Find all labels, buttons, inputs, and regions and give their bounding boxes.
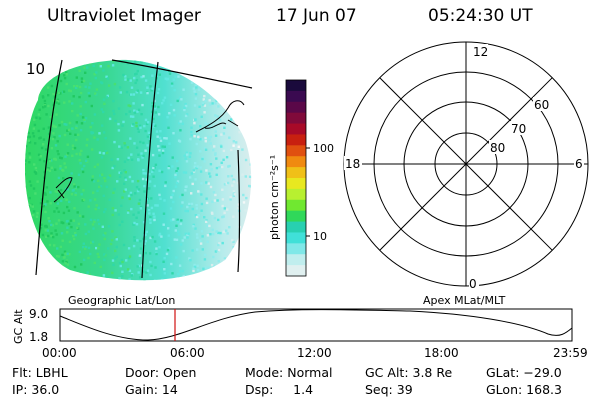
altitude-plot-frame — [59, 308, 573, 342]
altitude-ytick-bottom: 1.8 — [29, 330, 48, 344]
latitude-line — [237, 149, 241, 273]
colorbar-cell — [286, 101, 306, 114]
colorbar-cell — [286, 210, 306, 223]
status-door: Door: Open — [125, 365, 197, 380]
status-glon: GLon: 168.3 — [486, 382, 562, 397]
status-gc-alt: GC Alt: 3.8 Re — [365, 365, 453, 380]
colorbar-cell — [286, 112, 306, 125]
status-glat: GLat: −29.0 — [486, 365, 562, 380]
uv-image-texture — [25, 59, 252, 281]
colorbar-cell — [286, 90, 306, 103]
coastline — [195, 100, 245, 133]
colorbar-tick-label: 100 — [313, 142, 334, 155]
mlt-label-0: 0 — [469, 277, 477, 291]
colorbar-cell — [286, 178, 306, 190]
mlt-label-12: 12 — [473, 45, 488, 59]
altitude-xtick: 23:59 — [553, 346, 588, 360]
colorbar-scale — [286, 80, 306, 277]
colorbar-tick-label: 10 — [313, 230, 327, 243]
mlat-label-60: 60 — [534, 98, 549, 112]
colorbar-cell — [286, 156, 306, 168]
altitude-ylabel: GC Alt — [12, 309, 25, 344]
polar-diagonal — [379, 77, 553, 251]
status-seq: Seq: 39 — [365, 382, 413, 397]
polar-ring-60 — [373, 71, 559, 257]
mlt-label-18: 18 — [345, 157, 360, 171]
polar-ring-outer — [343, 41, 589, 287]
altitude-curve — [59, 309, 573, 341]
status-mode: Mode: Normal — [245, 365, 333, 380]
date-label: 17 Jun 07 — [276, 6, 357, 26]
colorbar-cell — [286, 123, 306, 135]
altitude-xtick: 12:00 — [297, 346, 332, 360]
latitude-line — [111, 59, 253, 89]
altitude-xtick: 18:00 — [424, 346, 459, 360]
altitude-ytick-top: 9.0 — [29, 307, 48, 321]
colorbar-cell — [286, 232, 306, 244]
status-gain: Gain: 14 — [125, 382, 178, 397]
geographic-projection-label: Geographic Lat/Lon — [68, 294, 176, 307]
mlt-label-6: 6 — [575, 157, 583, 171]
longitude-line — [35, 59, 63, 276]
colorbar-cell — [286, 167, 306, 179]
altitude-xtick: 06:00 — [170, 346, 205, 360]
mlat-label-70: 70 — [511, 122, 526, 136]
colorbar-unit-label: photon cm⁻²s⁻¹ — [268, 155, 281, 240]
longitude-line — [141, 61, 159, 279]
colorbar-cell — [286, 80, 306, 92]
status-ip: IP: 36.0 — [12, 382, 60, 397]
polar-ring-70 — [403, 101, 529, 227]
coastline — [53, 177, 73, 203]
status-flt: Flt: LBHL — [12, 365, 68, 380]
colorbar-cell — [286, 243, 306, 255]
colorbar-cell — [286, 254, 306, 266]
time-label: 05:24:30 UT — [428, 6, 533, 26]
colorbar-cell — [286, 265, 306, 277]
colorbar-cell — [286, 199, 306, 212]
mlat-label-80: 80 — [490, 141, 505, 155]
colorbar-cell — [286, 221, 306, 233]
polar-ring-80 — [434, 132, 498, 196]
apex-projection-label: Apex MLat/MLT — [423, 294, 506, 307]
colorbar-cell — [286, 134, 306, 146]
colorbar-cell — [286, 188, 306, 201]
altitude-xtick: 00:00 — [42, 346, 77, 360]
instrument-title: Ultraviolet Imager — [47, 6, 201, 26]
polar-diagonal — [379, 77, 553, 251]
colorbar-cell — [286, 145, 306, 157]
status-dsp: Dsp: 1.4 — [245, 382, 314, 397]
colorbar-frame — [285, 79, 307, 277]
image-corner-label: 10 — [26, 60, 45, 78]
